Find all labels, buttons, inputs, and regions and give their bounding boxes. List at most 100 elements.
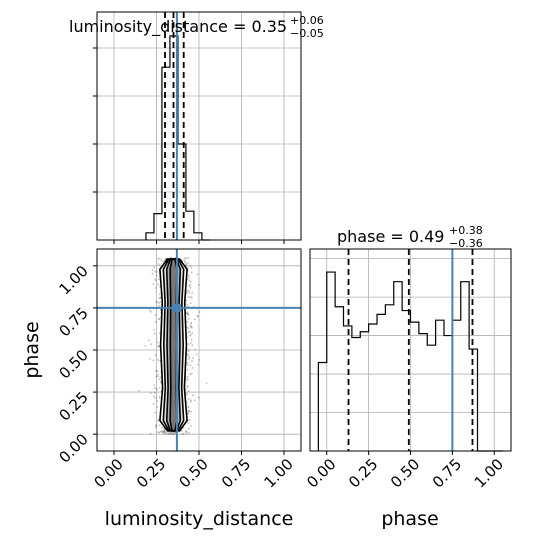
scatter-point	[167, 432, 170, 435]
scatter-point	[163, 428, 166, 431]
grid	[310, 249, 511, 451]
scatter-point	[156, 389, 159, 391]
scatter-point	[187, 331, 190, 333]
scatter-point	[188, 274, 190, 277]
scatter-point	[158, 395, 161, 398]
histogram-path	[317, 271, 503, 452]
scatter-point	[160, 430, 163, 433]
scatter-point	[155, 370, 157, 372]
scatter-point	[186, 353, 189, 355]
scatter-point	[189, 302, 192, 305]
scatter-point	[153, 332, 156, 335]
scatter-point	[189, 364, 192, 367]
scatter-point	[189, 373, 192, 376]
scatter-point	[190, 410, 192, 413]
scatter-point	[158, 387, 161, 389]
truth-marker	[172, 303, 181, 312]
scatter-point	[191, 296, 193, 299]
scatter-point	[190, 271, 193, 274]
scatter-point	[187, 317, 190, 320]
scatter-point	[158, 304, 161, 307]
scatter-point	[150, 343, 153, 346]
scatter-point	[156, 370, 159, 372]
scatter-point	[186, 368, 189, 371]
scatter-point	[158, 431, 161, 434]
title-phase-sup: +0.38	[449, 224, 483, 237]
y-tick-label-4: 1.00	[55, 262, 91, 298]
title-phase: phase = 0.49	[337, 227, 444, 246]
scatter-point	[155, 301, 157, 303]
x-tick-label-4: 1.00	[471, 455, 507, 491]
scatter-point	[154, 313, 157, 316]
scatter-point	[187, 390, 190, 392]
scatter-point	[192, 357, 194, 359]
scatter-point	[167, 432, 169, 434]
scatter-point	[158, 257, 161, 260]
scatter-point	[153, 387, 156, 389]
scatter-point	[198, 359, 201, 361]
scatter-point	[157, 431, 160, 434]
density-contours	[159, 258, 188, 432]
scatter-point	[158, 424, 161, 426]
scatter-point	[159, 300, 162, 303]
scatter-point	[188, 349, 190, 351]
scatter-point	[156, 341, 159, 344]
scatter-point	[163, 431, 166, 434]
scatter-point	[186, 392, 188, 395]
scatter-point	[160, 430, 163, 433]
x-tick-labels: 0.00 0.25 0.50 0.75 1.00	[90, 451, 297, 491]
scatter-point	[184, 262, 187, 265]
scatter-point	[188, 358, 190, 360]
scatter-point	[171, 433, 174, 435]
scatter-point	[158, 318, 161, 321]
scatter-point	[189, 265, 192, 268]
x-axis-label-phase: phase	[381, 508, 438, 530]
scatter-point	[196, 273, 199, 276]
scatter-point	[186, 385, 189, 387]
scatter-point	[187, 350, 190, 352]
scatter-point	[173, 431, 175, 434]
x-tick-label-1: 0.25	[133, 455, 169, 491]
scatter-point	[155, 271, 158, 273]
x-tick-labels: 0.00 0.25 0.50 0.75 1.00	[303, 451, 507, 491]
x-tick-label-3: 0.75	[429, 455, 465, 491]
x-tick-label-2: 0.50	[175, 455, 211, 491]
scatter-point	[154, 321, 157, 323]
panel-phase-hist: 0.00 0.25 0.50 0.75 1.00 phase = 0.49 +0.38 …	[303, 224, 512, 530]
scatter-point	[150, 310, 153, 313]
scatter-point	[149, 432, 152, 435]
scatter-point	[187, 276, 190, 279]
scatter-point	[190, 425, 192, 427]
scatter-point	[184, 261, 186, 263]
scatter-point	[186, 321, 189, 323]
scatter-point	[148, 309, 151, 312]
scatter-point	[154, 426, 157, 429]
scatter-point	[170, 431, 172, 434]
quantile-lines	[347, 249, 474, 451]
scatter-point	[186, 336, 189, 339]
scatter-point	[187, 343, 190, 346]
scatter-point	[188, 355, 191, 358]
scatter-point	[158, 345, 160, 348]
scatter-point	[158, 297, 161, 300]
scatter-point	[156, 400, 159, 403]
title-luminosity-distance: luminosity_distance = 0.35	[69, 17, 287, 37]
scatter-point	[162, 430, 165, 433]
scatter-point	[162, 260, 164, 263]
scatter-point	[187, 397, 190, 400]
scatter-point	[183, 260, 186, 262]
y-tick-label-1: 0.25	[55, 388, 91, 424]
scatter-point	[190, 342, 192, 344]
scatter-point	[164, 431, 167, 433]
scatter-point	[183, 257, 186, 260]
scatter-point	[172, 433, 175, 435]
scatter-point	[161, 426, 164, 429]
histogram-steps	[317, 271, 503, 452]
scatter-point	[185, 257, 188, 260]
scatter-point	[190, 325, 193, 328]
scatter-point	[157, 258, 160, 260]
scatter-point	[190, 323, 192, 325]
tick-marks	[93, 47, 285, 244]
x-tick-label-4: 1.00	[260, 455, 296, 491]
scatter-point	[188, 427, 190, 430]
